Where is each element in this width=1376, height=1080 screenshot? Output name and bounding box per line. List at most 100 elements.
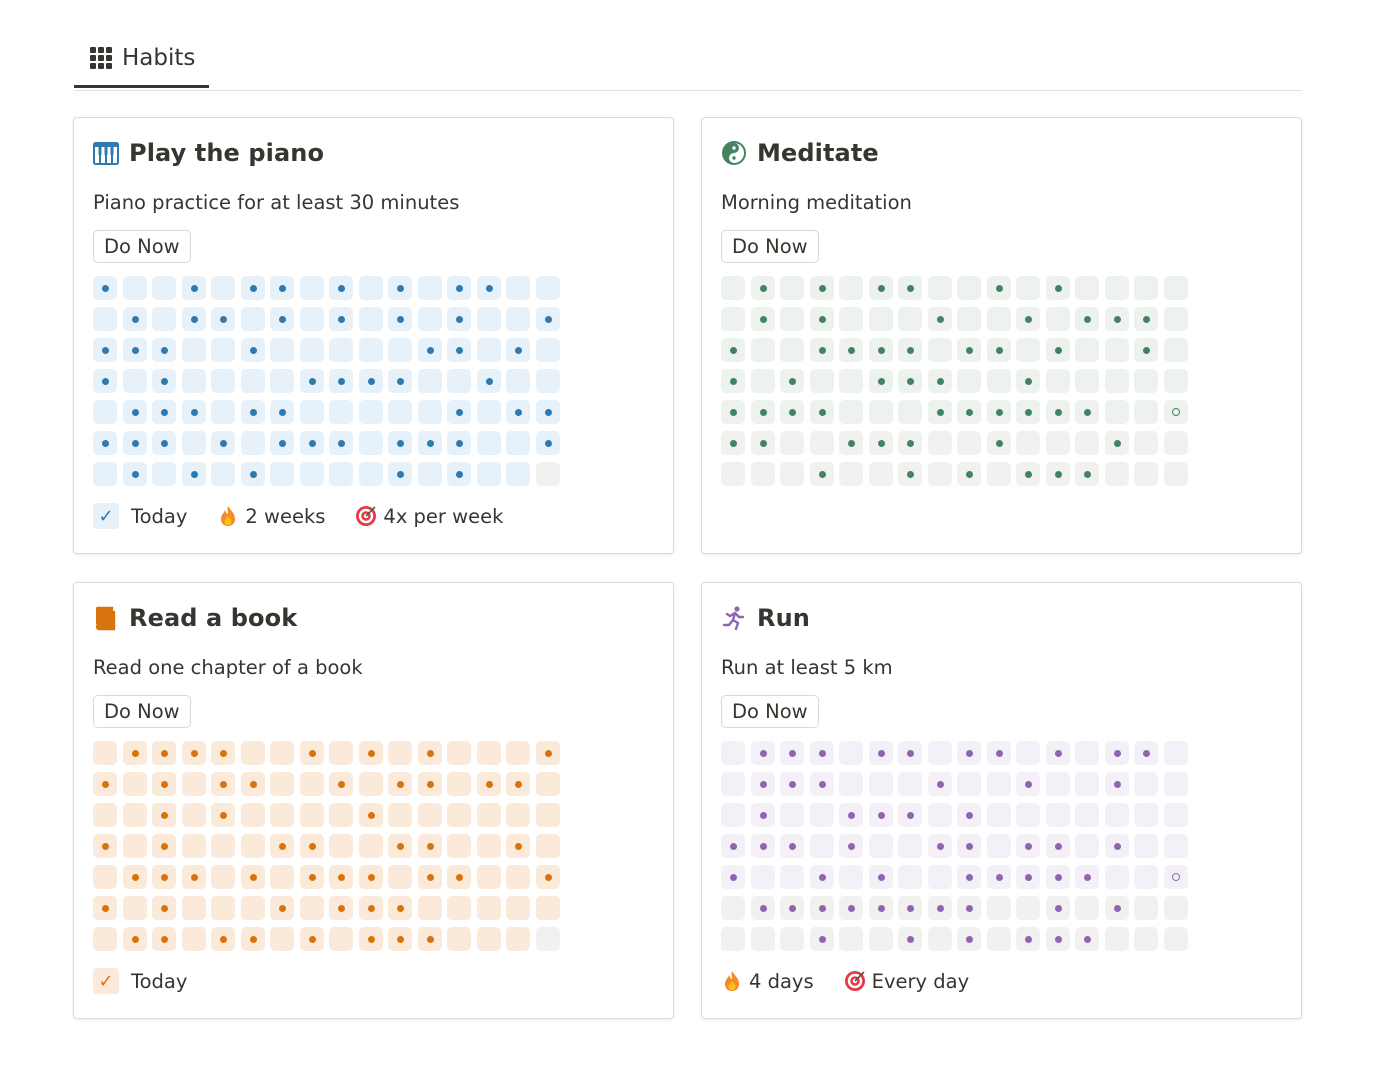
do-now-button[interactable]: Do Now — [721, 695, 819, 728]
calendar-day-cell[interactable] — [750, 834, 775, 858]
calendar-day-cell[interactable] — [211, 896, 235, 920]
calendar-day-cell[interactable] — [122, 431, 147, 455]
calendar-day-cell[interactable] — [447, 927, 471, 951]
calendar-day-cell[interactable] — [750, 741, 775, 765]
calendar-day-cell[interactable] — [927, 772, 952, 796]
calendar-day-cell[interactable] — [152, 741, 176, 765]
calendar-day-cell[interactable] — [1045, 462, 1070, 486]
calendar-day-cell[interactable] — [1016, 276, 1040, 300]
calendar-day-cell[interactable] — [839, 865, 863, 889]
calendar-day-cell[interactable] — [780, 803, 804, 827]
calendar-day-cell[interactable] — [927, 462, 952, 486]
calendar-day-cell[interactable] — [986, 741, 1011, 765]
calendar-day-cell[interactable] — [152, 431, 176, 455]
calendar-day-cell[interactable] — [329, 462, 353, 486]
calendar-day-cell[interactable] — [358, 834, 383, 858]
calendar-day-cell[interactable] — [417, 896, 442, 920]
calendar-day-cell[interactable] — [358, 431, 383, 455]
calendar-day-cell[interactable] — [839, 400, 863, 424]
calendar-day-cell[interactable] — [780, 772, 804, 796]
calendar-day-cell[interactable] — [809, 772, 834, 796]
calendar-day-cell[interactable] — [750, 369, 775, 393]
calendar-day-cell[interactable] — [358, 276, 383, 300]
calendar-day-cell[interactable] — [780, 741, 804, 765]
calendar-day-cell[interactable] — [122, 896, 147, 920]
calendar-day-cell[interactable] — [388, 307, 412, 331]
calendar-day-cell[interactable] — [240, 369, 265, 393]
calendar-day-cell[interactable] — [1163, 834, 1188, 858]
calendar-day-cell[interactable] — [181, 772, 206, 796]
calendar-day-cell[interactable] — [506, 803, 530, 827]
calendar-day-cell[interactable] — [986, 772, 1011, 796]
calendar-day-cell[interactable] — [417, 307, 442, 331]
calendar-day-cell[interactable] — [211, 276, 235, 300]
calendar-day-cell[interactable] — [957, 865, 981, 889]
calendar-day-cell[interactable] — [986, 400, 1011, 424]
calendar-day-cell[interactable] — [898, 772, 922, 796]
calendar-day-cell[interactable] — [240, 400, 265, 424]
calendar-day-cell[interactable] — [93, 338, 117, 362]
calendar-day-cell[interactable] — [868, 276, 893, 300]
calendar-day-cell[interactable] — [535, 772, 560, 796]
calendar-day-cell[interactable] — [1134, 338, 1158, 362]
calendar-day-cell[interactable] — [927, 338, 952, 362]
calendar-day-cell[interactable] — [898, 927, 922, 951]
calendar-day-cell[interactable] — [476, 307, 501, 331]
calendar-day-cell[interactable] — [329, 803, 353, 827]
calendar-day-cell[interactable] — [535, 896, 560, 920]
calendar-day-cell[interactable] — [388, 772, 412, 796]
calendar-day-cell[interactable] — [927, 431, 952, 455]
calendar-day-cell[interactable] — [1045, 896, 1070, 920]
calendar-day-cell[interactable] — [809, 276, 834, 300]
calendar-day-cell[interactable] — [93, 803, 117, 827]
calendar-day-cell[interactable] — [957, 307, 981, 331]
calendar-day-cell[interactable] — [329, 400, 353, 424]
calendar-day-cell[interactable] — [927, 400, 952, 424]
calendar-day-cell[interactable] — [1134, 865, 1158, 889]
calendar-day-cell[interactable] — [93, 896, 117, 920]
calendar-day-cell[interactable] — [839, 276, 863, 300]
calendar-day-cell[interactable] — [927, 741, 952, 765]
calendar-day-cell[interactable] — [868, 834, 893, 858]
calendar-day-cell[interactable] — [1016, 834, 1040, 858]
calendar-day-cell[interactable] — [1075, 338, 1099, 362]
calendar-day-cell[interactable] — [780, 865, 804, 889]
calendar-day-cell[interactable] — [750, 772, 775, 796]
calendar-day-cell[interactable] — [122, 462, 147, 486]
calendar-day-cell[interactable] — [780, 400, 804, 424]
calendar-day-cell[interactable] — [1134, 896, 1158, 920]
calendar-day-cell[interactable] — [329, 369, 353, 393]
calendar-day-cell[interactable] — [1045, 431, 1070, 455]
calendar-day-cell[interactable] — [299, 834, 324, 858]
calendar-day-cell[interactable] — [152, 462, 176, 486]
calendar-day-cell[interactable] — [1045, 927, 1070, 951]
calendar-day-cell[interactable] — [417, 369, 442, 393]
calendar-day-cell[interactable] — [329, 834, 353, 858]
calendar-day-cell[interactable] — [957, 803, 981, 827]
calendar-day-cell[interactable] — [1016, 307, 1040, 331]
calendar-day-cell[interactable] — [181, 431, 206, 455]
calendar-day-cell[interactable] — [388, 462, 412, 486]
calendar-day-cell[interactable] — [986, 896, 1011, 920]
calendar-day-cell[interactable] — [93, 276, 117, 300]
calendar-day-cell[interactable] — [93, 307, 117, 331]
calendar-day-cell[interactable] — [506, 400, 530, 424]
calendar-day-cell[interactable] — [181, 741, 206, 765]
calendar-day-cell[interactable] — [447, 462, 471, 486]
calendar-day-cell[interactable] — [1163, 338, 1188, 362]
calendar-day-cell[interactable] — [1016, 865, 1040, 889]
calendar-day-cell[interactable] — [1134, 462, 1158, 486]
calendar-day-cell[interactable] — [750, 338, 775, 362]
calendar-day-cell[interactable] — [417, 834, 442, 858]
calendar-day-cell[interactable] — [299, 741, 324, 765]
calendar-day-cell[interactable] — [750, 431, 775, 455]
calendar-day-cell[interactable] — [535, 400, 560, 424]
calendar-day-cell[interactable] — [447, 369, 471, 393]
calendar-day-cell[interactable] — [181, 462, 206, 486]
calendar-day-cell[interactable] — [240, 338, 265, 362]
calendar-day-cell[interactable] — [780, 369, 804, 393]
calendar-day-cell[interactable] — [329, 865, 353, 889]
calendar-day-cell[interactable] — [535, 927, 560, 951]
calendar-day-cell[interactable] — [358, 400, 383, 424]
calendar-day-cell[interactable] — [476, 927, 501, 951]
